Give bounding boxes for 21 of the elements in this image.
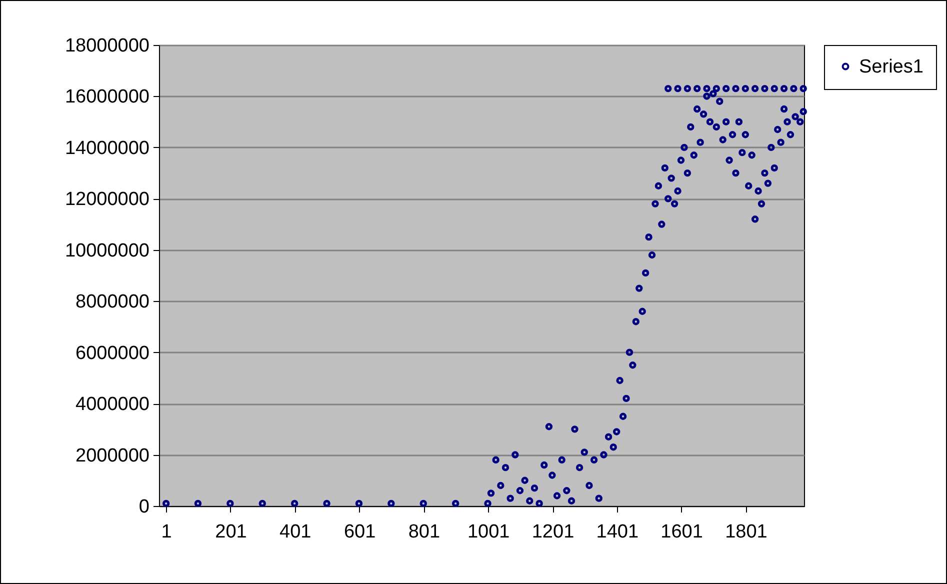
legend-label: Series1 [859, 56, 924, 78]
y-tick-label: 16000000 [64, 86, 150, 108]
y-tick-label: 14000000 [64, 138, 150, 159]
x-tick-label: 601 [344, 522, 376, 542]
x-tick-label: 1201 [532, 522, 574, 542]
y-tick-label: 6000000 [76, 342, 150, 364]
y-tick-label: 0 [138, 496, 150, 518]
y-tick-label: 18000000 [64, 36, 150, 56]
x-tick-label: 1 [161, 522, 172, 542]
y-tick-label: 4000000 [76, 394, 150, 416]
y-tick-label: 10000000 [64, 240, 150, 262]
x-tick-label: 801 [408, 522, 440, 542]
x-tick-label: 1801 [725, 522, 768, 542]
y-tick-label: 12000000 [64, 189, 150, 210]
y-tick-label: 8000000 [76, 292, 150, 313]
x-tick-label: 1601 [660, 522, 703, 542]
y-tick-label: 2000000 [76, 445, 150, 466]
x-tick-label: 201 [215, 522, 247, 542]
x-tick-label: 1401 [596, 522, 639, 542]
x-tick-label: 1001 [467, 522, 510, 542]
x-tick-label: 401 [280, 522, 312, 542]
